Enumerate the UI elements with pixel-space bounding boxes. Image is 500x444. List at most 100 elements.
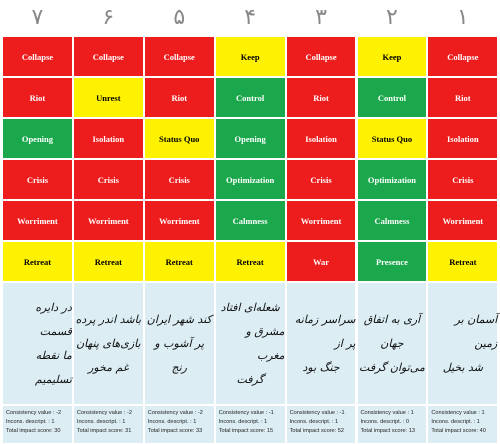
inconsistency-descriptor-line: Incons. descript. : 1 <box>290 418 356 427</box>
consistency-value: -2 <box>126 410 132 416</box>
consistency-value-line: Consistency value : -1 <box>290 409 356 418</box>
consistency-value: -1 <box>339 410 345 416</box>
verse-line: بازی‌های پنهان <box>76 336 141 350</box>
status-cell: Crisis <box>143 159 215 200</box>
consistency-value: -2 <box>197 410 203 416</box>
status-cell: Collapse <box>72 36 144 77</box>
inconsistency-descriptor: 1 <box>122 419 126 425</box>
status-cell: Retreat <box>143 241 215 282</box>
verse-line: مشرق و مغرب <box>245 324 285 362</box>
status-cell: Optimization <box>356 159 428 200</box>
score-label: Consistency value : <box>147 410 197 416</box>
score-label: Consistency value : <box>218 410 268 416</box>
consistency-value: 1 <box>410 410 414 416</box>
consistency-value-line: Consistency value : -1 <box>219 409 285 418</box>
status-cell: Worriment <box>2 200 73 241</box>
verse: شعله‌ای افتاد مشرق و مغرب گرفت <box>214 282 286 405</box>
scores: Consistency value : -2 Incons. descript. … <box>143 405 215 444</box>
total-impact-score-line: Total impact score: 40 <box>431 427 497 436</box>
total-impact-score: 13 <box>408 428 415 434</box>
verse-line: رنج <box>171 360 187 374</box>
verse-line: در دایره قسمت <box>35 300 72 338</box>
total-impact-score: 31 <box>125 428 132 434</box>
status-cell: Isolation <box>72 118 144 159</box>
status-cell: Crisis <box>2 159 73 200</box>
consistency-value: -2 <box>56 410 62 416</box>
status-cell: Riot <box>285 77 357 118</box>
inconsistency-descriptor-line: Incons. descript. : 1 <box>219 418 285 427</box>
score-label: Consistency value : <box>289 410 339 416</box>
column-number: ۵ <box>173 5 186 30</box>
total-impact-score: 33 <box>196 428 203 434</box>
status-cell: Isolation <box>285 118 357 159</box>
inconsistency-descriptor-line: Incons. descript. : 1 <box>77 418 143 427</box>
status-cell: Keep <box>356 36 428 77</box>
column-number: ۷ <box>31 5 44 30</box>
column-number: ۲ <box>386 5 398 30</box>
score-label: Incons. descript. : <box>6 419 50 425</box>
total-impact-score: 40 <box>479 428 486 434</box>
status-cell: Calmness <box>214 200 286 241</box>
total-impact-score-line: Total impact score: 33 <box>148 427 214 436</box>
score-label: Total impact score: <box>431 428 479 434</box>
verse-line: می‌توان گرفت <box>359 360 425 374</box>
score-label: Incons. descript. : <box>431 419 476 425</box>
inconsistency-descriptor: 1 <box>335 419 339 425</box>
status-cell: Collapse <box>427 36 499 77</box>
score-label: Consistency value : <box>76 410 126 416</box>
status-cell: Crisis <box>285 159 357 200</box>
total-impact-score: 15 <box>266 428 274 434</box>
total-impact-score: 52 <box>337 428 345 434</box>
verse: آری به اتفاق جهان می‌توان گرفت <box>356 282 428 405</box>
scores: Consistency value : -2 Incons. descript. … <box>2 405 73 444</box>
status-cell: Collapse <box>285 36 357 77</box>
status-cell: Riot <box>427 77 499 118</box>
total-impact-score: 30 <box>54 428 61 434</box>
status-cell: Status Quo <box>143 118 215 159</box>
status-cell: Worriment <box>72 200 144 241</box>
consistency-value-line: Consistency value : -2 <box>77 409 143 418</box>
score-label: Total impact score: <box>218 428 266 434</box>
verse-line: کند شهر ایران <box>146 312 212 326</box>
score-label: Total impact score: <box>6 428 53 434</box>
inconsistency-descriptor-line: Incons. descript. : 0 <box>361 418 427 427</box>
verse-line: جهان <box>380 336 404 350</box>
status-cell: Collapse <box>2 36 73 77</box>
verse: کند شهر ایران پر آشوب و رنج <box>143 282 215 405</box>
total-impact-score-line: Total impact score: 52 <box>290 427 356 436</box>
verse-line: شد بخیل <box>442 360 483 374</box>
inconsistency-descriptor: 1 <box>193 419 197 425</box>
score-label: Incons. descript. : <box>289 419 334 425</box>
column-number: ۴ <box>244 5 257 30</box>
consistency-value-line: Consistency value : 1 <box>431 409 497 418</box>
consistency-value-line: Consistency value : -2 <box>6 409 72 418</box>
status-cell: Worriment <box>143 200 215 241</box>
scores: Consistency value : -1 Incons. descript. … <box>285 405 357 444</box>
status-cell: Retreat <box>2 241 73 282</box>
status-cell: Keep <box>214 36 286 77</box>
score-label: Incons. descript. : <box>218 419 263 425</box>
verse-line: پر آشوب و <box>154 336 205 350</box>
status-cell: Isolation <box>427 118 499 159</box>
total-impact-score-line: Total impact score: 13 <box>361 427 427 436</box>
status-cell: Worriment <box>285 200 357 241</box>
score-label: Total impact score: <box>147 428 195 434</box>
status-cell: Retreat <box>72 241 144 282</box>
score-label: Total impact score: <box>76 428 124 434</box>
verse: در دایره قسمت ما نقطه تسلیمیم <box>2 282 73 405</box>
status-cell: Crisis <box>72 159 144 200</box>
consistency-value: 1 <box>481 410 485 416</box>
column-number: ۱ <box>456 5 469 30</box>
status-cell: Presence <box>356 241 428 282</box>
status-cell: Control <box>356 77 428 118</box>
inconsistency-descriptor-line: Incons. descript. : 1 <box>6 418 72 427</box>
verse-line: آسمان بر زمین <box>454 312 498 350</box>
status-cell: War <box>285 241 357 282</box>
status-cell: Control <box>214 77 286 118</box>
inconsistency-descriptor: 1 <box>51 419 55 425</box>
status-cell: Retreat <box>427 241 499 282</box>
score-label: Incons. descript. : <box>147 419 192 425</box>
verse-line: جنگ بود <box>302 360 340 374</box>
inconsistency-descriptor: 0 <box>405 419 410 425</box>
